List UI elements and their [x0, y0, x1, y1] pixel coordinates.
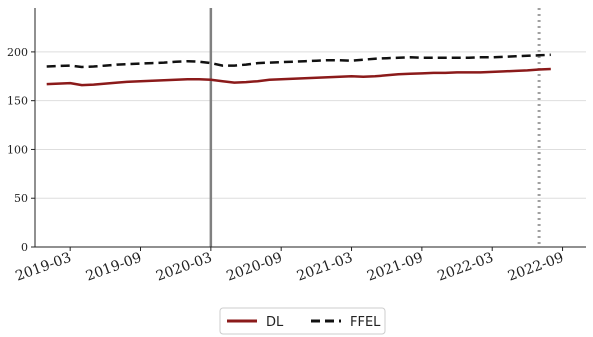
legend-box: [219, 307, 386, 335]
series-line-dl: [46, 67, 551, 87]
x-tick-label: 2021-09: [365, 250, 425, 285]
x-tick-label: 2020-09: [224, 250, 284, 285]
series-lines: [46, 53, 551, 87]
axes: [34, 8, 586, 248]
legend-label-dl: DL: [266, 315, 284, 330]
x-tick-label: 2022-09: [506, 250, 566, 285]
grid-lines: [35, 51, 586, 199]
y-tick-label: 200: [7, 46, 28, 59]
series-line-ffel: [46, 53, 551, 69]
x-tick-label: 2020-03: [154, 250, 214, 285]
x-tick-label: 2019-09: [84, 250, 144, 285]
y-axis-ticks: 0 50 100 150 200: [7, 46, 35, 254]
y-tick-label: 50: [14, 192, 28, 205]
y-tick-label: 0: [21, 241, 28, 254]
y-tick-label: 100: [7, 143, 28, 156]
x-tick-label: 2021-03: [295, 250, 355, 285]
legend-label-ffel: FFEL: [350, 315, 381, 330]
y-tick-label: 150: [7, 95, 28, 108]
x-tick-label: 2022-03: [435, 250, 495, 285]
reference-lines: [209, 8, 541, 247]
x-tick-label: 2019-03: [13, 250, 73, 285]
x-axis-ticks: 2019-03 2019-09 2020-03 2020-09 2021-03 2021-…: [13, 247, 566, 285]
legend: DL FFEL: [219, 307, 386, 335]
